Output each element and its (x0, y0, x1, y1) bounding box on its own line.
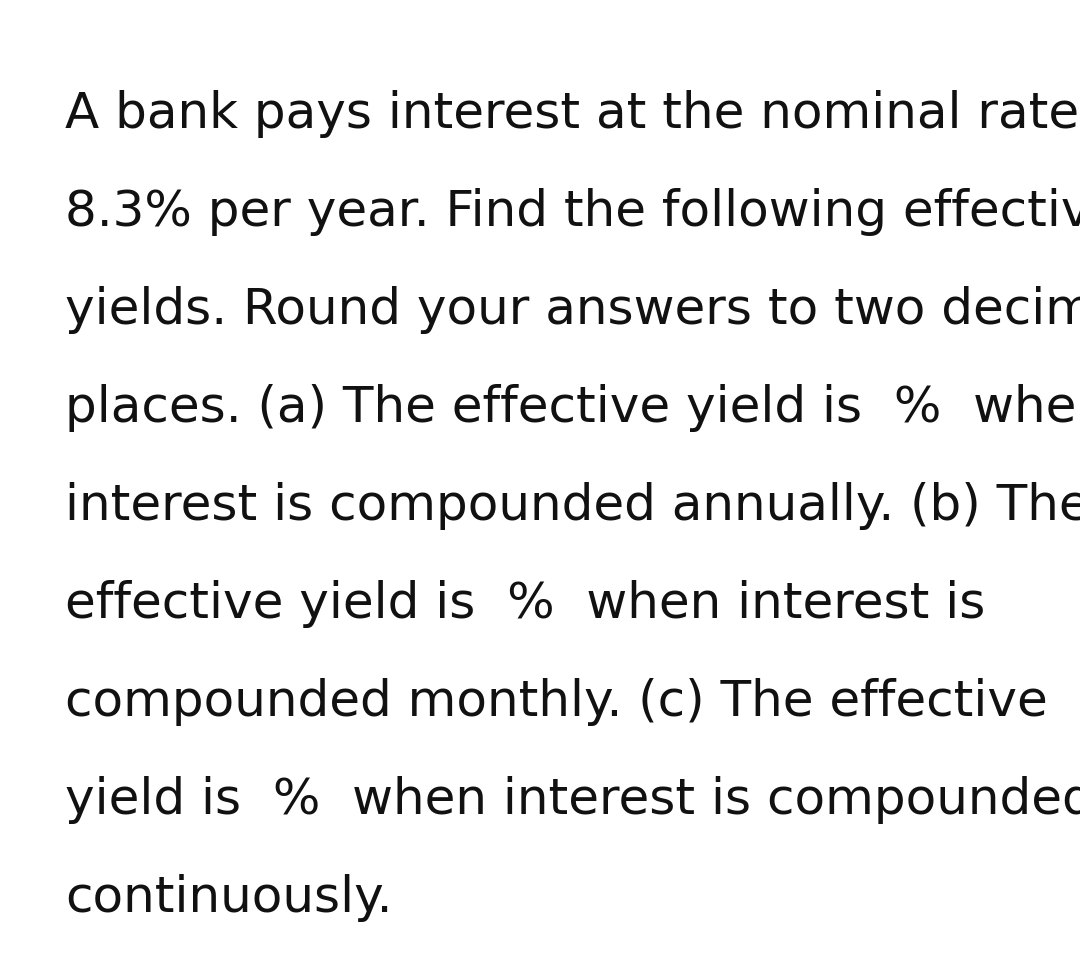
Text: 8.3% per year. Find the following effective: 8.3% per year. Find the following effect… (65, 188, 1080, 235)
Text: interest is compounded annually. (b) The: interest is compounded annually. (b) The (65, 481, 1080, 530)
Text: compounded monthly. (c) The effective: compounded monthly. (c) The effective (65, 678, 1048, 725)
Text: A bank pays interest at the nominal rate of: A bank pays interest at the nominal rate… (65, 90, 1080, 138)
Text: yield is  %  when interest is compounded: yield is % when interest is compounded (65, 775, 1080, 823)
Text: continuously.: continuously. (65, 873, 392, 921)
Text: places. (a) The effective yield is  %  when: places. (a) The effective yield is % whe… (65, 384, 1080, 432)
Text: yields. Round your answers to two decimal: yields. Round your answers to two decima… (65, 286, 1080, 334)
Text: effective yield is  %  when interest is: effective yield is % when interest is (65, 579, 985, 627)
